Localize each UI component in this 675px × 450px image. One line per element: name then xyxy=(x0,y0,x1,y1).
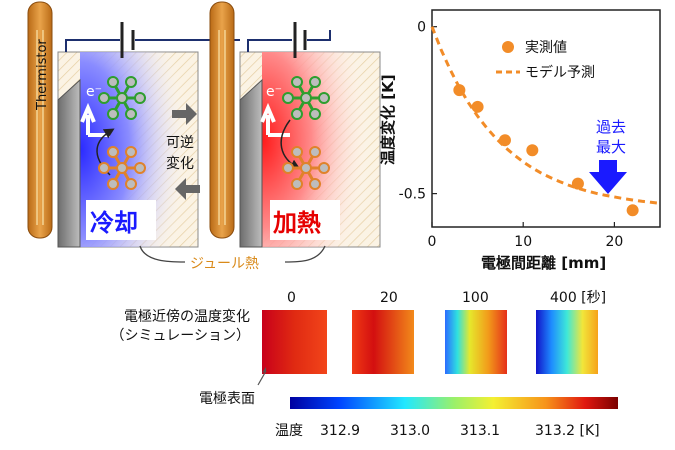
x-tick-label: 0 xyxy=(428,234,437,250)
sim-panel-t0 xyxy=(262,310,327,374)
measured-point xyxy=(626,204,639,217)
y-axis-label: 温度変化 [K] xyxy=(379,74,397,165)
colorbar-tick-1: 313.0 xyxy=(390,423,430,439)
simulation-label-line2: （シミュレーション） xyxy=(110,328,250,344)
sim-panel-t20 xyxy=(352,310,414,374)
arrow-left-icon xyxy=(175,178,200,200)
thermistor-label: Thermistor xyxy=(35,39,50,111)
y-tick-label: 0 xyxy=(417,20,426,36)
colorbar-tick-2: 313.1 xyxy=(460,423,500,439)
colorbar-title: 温度 xyxy=(275,423,303,439)
simulation-label-line1: 電極近傍の温度変化 xyxy=(124,309,250,325)
past-max-label-1: 過去 xyxy=(596,118,626,136)
x-tick-label: 20 xyxy=(605,234,623,250)
thermistor-probe xyxy=(27,1,53,239)
down-arrow-icon xyxy=(589,160,627,194)
measured-point xyxy=(471,100,484,113)
molecule-orange-icon xyxy=(282,146,330,190)
electron-label-left: e⁻ xyxy=(86,84,102,100)
time-label-400: 400 [秒] xyxy=(550,290,606,306)
svg-text:可逆: 可逆 xyxy=(166,135,194,151)
molecule-green-icon xyxy=(98,76,146,120)
thermistor-probe xyxy=(209,1,235,239)
molecule-green-icon xyxy=(282,76,330,120)
y-tick-label: -0.5 xyxy=(399,187,426,203)
electrode-schematic: Thermistor e⁻ xyxy=(27,1,381,272)
simulation-label: 電極近傍の温度変化 （シミュレーション） xyxy=(45,308,250,346)
electrode-surface-label: 電極表面 xyxy=(199,391,255,407)
colorbar-tick-3: 313.2 [K] xyxy=(535,423,600,439)
reversible-change: 可逆 変化 xyxy=(166,103,200,200)
measured-point xyxy=(453,84,466,97)
reaction-arrow-right xyxy=(280,119,301,170)
past-max-annotation: 過去 最大 xyxy=(589,118,627,194)
arrow-right-icon xyxy=(172,103,197,125)
model-prediction-line xyxy=(430,26,661,205)
surface-pointer xyxy=(257,370,267,386)
joule-heat-annotation: ジュール熱 xyxy=(139,245,326,272)
measured-point xyxy=(571,177,584,190)
cooling-cell: Thermistor e⁻ xyxy=(27,1,240,248)
time-label-0: 0 xyxy=(287,290,296,306)
measured-point xyxy=(498,134,511,147)
sim-panel-t100 xyxy=(445,310,507,374)
time-label-100: 100 xyxy=(462,290,489,306)
legend-label-measured: 実測値 xyxy=(525,40,567,56)
colorbar-tick-0: 312.9 xyxy=(320,423,360,439)
time-label-20: 20 xyxy=(380,290,398,306)
heating-label: 加熱 xyxy=(273,209,321,237)
cooling-label: 冷却 xyxy=(90,209,138,237)
x-tick-label: 10 xyxy=(514,234,532,250)
electron-arrow-right xyxy=(260,102,290,137)
plot-area xyxy=(431,9,661,228)
molecule-orange-icon xyxy=(98,146,146,190)
x-axis-label: 電極間距離 [mm] xyxy=(481,254,606,272)
simulation-panels: 0 20 100 400 [秒] 電極表面 温度 312.9 313.0 313… xyxy=(199,290,618,439)
legend-marker-measured xyxy=(502,41,514,53)
electron-label-right: e⁻ xyxy=(266,84,282,100)
electrode-plate xyxy=(239,78,263,248)
temperature-chart: 0 10 20 0 -0.5 温度変化 [K] 電極間距離 [mm] 実測値 モデル予測… xyxy=(379,9,661,272)
legend-label-model: モデル予測 xyxy=(525,64,595,81)
joule-heat-label: ジュール熱 xyxy=(190,256,259,272)
measured-point xyxy=(526,144,539,157)
colorbar xyxy=(290,397,618,409)
svg-text:変化: 変化 xyxy=(166,155,194,172)
sim-panel-t400 xyxy=(536,310,598,374)
chart-legend: 実測値 モデル予測 xyxy=(496,40,595,81)
past-max-label-2: 最大 xyxy=(596,138,626,156)
electrode-plate xyxy=(57,78,81,248)
heating-cell: e⁻ 加熱 xyxy=(209,1,381,248)
